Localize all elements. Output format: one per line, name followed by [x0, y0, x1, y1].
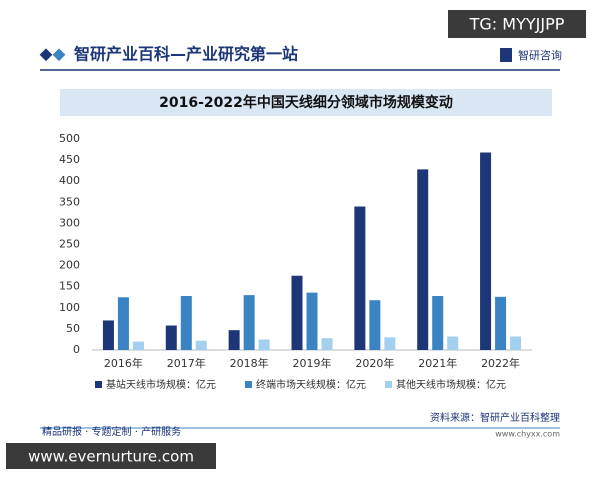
- y-tick-label: 400: [59, 174, 80, 187]
- bar: [243, 295, 255, 350]
- bar: [495, 296, 507, 350]
- bar: [354, 206, 366, 350]
- x-tick-label: 2021年: [418, 356, 457, 370]
- badge: TG: MYYJJPP: [469, 15, 565, 34]
- y-tick-label: 150: [59, 280, 80, 293]
- bar: [321, 338, 333, 350]
- bar: [384, 337, 396, 350]
- icon: [39, 48, 53, 62]
- y-tick-label: 300: [59, 216, 80, 229]
- badge-box: [448, 10, 586, 38]
- legend-label: 其他天线市场规模：亿元: [396, 378, 506, 391]
- legend-swatch: [385, 381, 392, 388]
- source-url: www.chyxx.com: [495, 430, 560, 439]
- chart-title: 2016-2022年中国天线细分领域市场规模变动: [159, 94, 453, 111]
- y-tick-label: 250: [59, 238, 80, 251]
- y-tick-label: 500: [59, 132, 80, 145]
- x-tick-label: 2017年: [167, 356, 206, 370]
- bar: [102, 320, 114, 350]
- header-title: 智研产业百科—产业研究第一站: [74, 45, 298, 64]
- bar: [306, 292, 318, 350]
- legend-label: 终端市场天线规模：亿元: [256, 378, 366, 391]
- x-tick-label: 2022年: [481, 356, 520, 370]
- bar: [132, 341, 144, 350]
- bar: [369, 300, 381, 350]
- x-tick-label: 2019年: [293, 356, 332, 370]
- watermark: www.evernurture.com: [28, 448, 194, 466]
- bar: [417, 169, 429, 350]
- x-tick-label: 2016年: [104, 356, 143, 370]
- y-tick-label: 50: [66, 322, 80, 335]
- bar: [480, 152, 492, 350]
- watermark-box: [6, 443, 216, 469]
- bar: [447, 336, 459, 350]
- y-tick-label: 0: [73, 343, 80, 356]
- bar: [258, 339, 270, 350]
- footer-text: 精品研报 · 专题定制 · 产研服务: [42, 425, 181, 438]
- y-tick-label: 200: [59, 259, 80, 272]
- icon: [52, 48, 66, 62]
- y-tick-label: 350: [59, 195, 80, 208]
- x-tick-label: 2020年: [355, 356, 394, 370]
- bar: [117, 297, 129, 350]
- legend-swatch: [245, 381, 252, 388]
- y-tick-label: 450: [59, 153, 80, 166]
- y-tick-label: 100: [59, 301, 80, 314]
- source: 资料来源：智研产业百科整理: [430, 411, 560, 424]
- bar: [180, 295, 192, 350]
- title-band: [60, 89, 552, 116]
- bar: [195, 340, 207, 350]
- bar: [228, 330, 240, 350]
- bar: [432, 295, 444, 350]
- x-tick-label: 2018年: [230, 356, 269, 370]
- bar: [291, 275, 303, 350]
- brand: 智研咨询: [518, 48, 562, 62]
- legend-label: 基站天线市场规模：亿元: [106, 378, 216, 391]
- bar: [165, 325, 177, 350]
- legend-swatch: [95, 381, 102, 388]
- logo: [500, 48, 512, 62]
- bar: [510, 336, 522, 350]
